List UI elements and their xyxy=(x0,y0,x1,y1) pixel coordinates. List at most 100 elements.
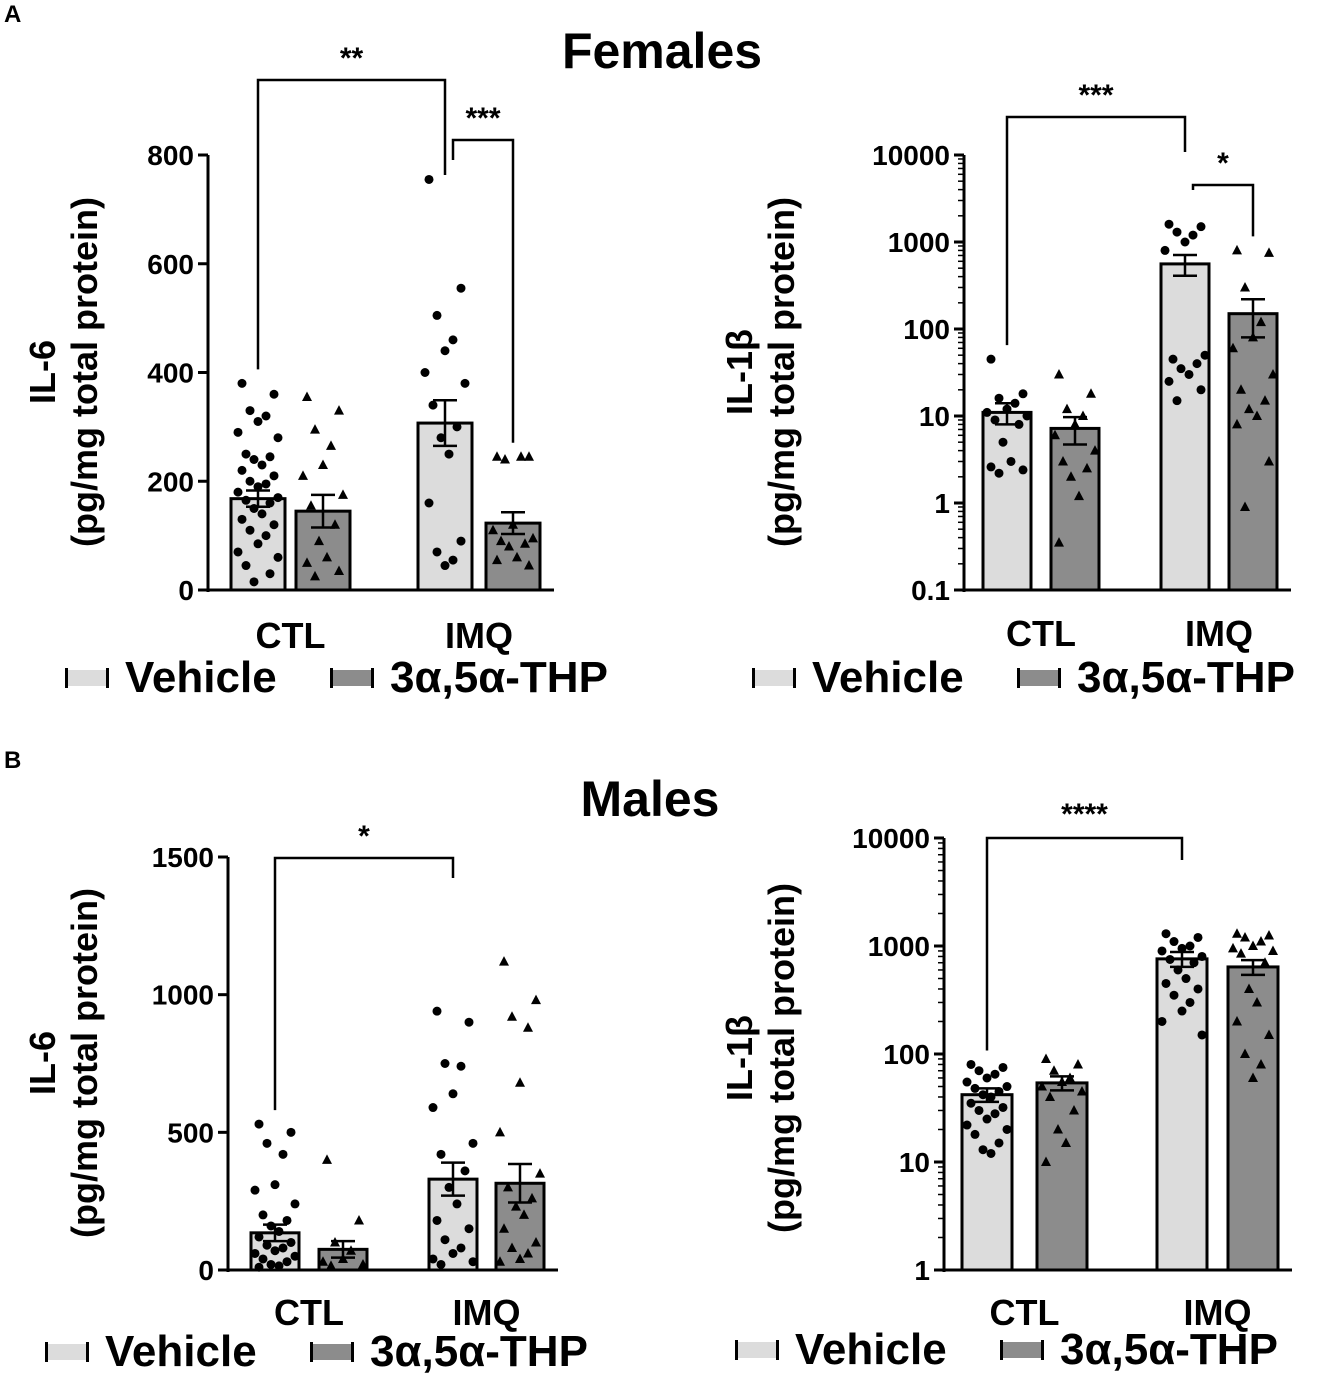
legend-swatch xyxy=(45,1344,89,1360)
data-point xyxy=(966,1059,976,1069)
legend-item-vehicle: Vehicle xyxy=(735,1325,947,1374)
data-point xyxy=(257,509,267,519)
data-point xyxy=(516,451,526,461)
y-axis-label: IL-6(pg/mg total protein) xyxy=(22,888,105,1238)
data-point xyxy=(1193,984,1203,994)
y-axis-label-line1: IL-6 xyxy=(22,1031,63,1095)
data-point xyxy=(302,391,312,401)
data-point xyxy=(456,1061,466,1071)
data-point xyxy=(994,1086,1004,1096)
x-category-label: IMQ xyxy=(1184,1292,1252,1333)
data-point xyxy=(519,1209,529,1219)
data-point xyxy=(511,1201,521,1211)
data-point xyxy=(326,440,336,450)
x-category-label: CTL xyxy=(274,1292,344,1333)
y-tick-label: 100 xyxy=(903,314,950,345)
x-category-label: IMQ xyxy=(453,1292,521,1333)
data-point xyxy=(436,433,446,443)
data-point xyxy=(1232,244,1242,255)
data-point xyxy=(1054,368,1064,379)
legend-swatch xyxy=(310,1344,354,1360)
data-point xyxy=(1066,471,1076,481)
data-point xyxy=(994,1138,1004,1148)
data-point xyxy=(527,1192,537,1203)
data-point xyxy=(962,1077,972,1087)
data-point xyxy=(1236,384,1246,394)
data-point xyxy=(1188,230,1198,240)
y-axis-label: IL-1β(pg/mg total protein) xyxy=(719,883,802,1233)
significance-label: * xyxy=(358,820,370,853)
bar-vehicle-imq xyxy=(1155,957,1209,1272)
y-tick-label: 500 xyxy=(167,1117,214,1148)
data-point xyxy=(241,561,251,571)
y-axis-label-line2: (pg/mg total protein) xyxy=(64,888,105,1238)
y-tick-label: 1000 xyxy=(888,227,950,258)
data-point xyxy=(1268,368,1278,379)
y-tick-label: 1 xyxy=(914,1255,930,1286)
data-point xyxy=(1069,1104,1079,1115)
data-point xyxy=(1240,1048,1250,1058)
data-point xyxy=(1050,429,1060,440)
data-point xyxy=(1260,957,1270,967)
data-point xyxy=(440,1059,450,1068)
data-point xyxy=(1252,410,1262,420)
data-point xyxy=(982,1114,992,1124)
data-point xyxy=(1014,419,1024,429)
data-point xyxy=(265,569,275,579)
data-point xyxy=(249,455,259,464)
y-tick-label: 1500 xyxy=(152,842,214,873)
data-point xyxy=(1041,1053,1051,1063)
data-point xyxy=(269,389,279,399)
y-tick-label: 200 xyxy=(147,466,194,497)
data-point xyxy=(1157,946,1167,956)
data-point xyxy=(1256,1058,1266,1069)
significance-bracket xyxy=(256,78,447,370)
legend-item-vehicle: Vehicle xyxy=(65,653,277,702)
data-point xyxy=(278,1243,288,1253)
data-point xyxy=(274,1261,284,1271)
legend-label: Vehicle xyxy=(795,1325,947,1374)
data-point xyxy=(254,1119,264,1129)
data-point xyxy=(978,1145,988,1155)
data-point xyxy=(282,1215,292,1225)
data-point xyxy=(1228,342,1238,353)
data-point xyxy=(528,532,538,543)
data-point xyxy=(298,470,308,480)
data-point xyxy=(452,1199,462,1209)
data-point xyxy=(254,1232,264,1242)
data-point xyxy=(1045,1091,1055,1101)
data-point xyxy=(523,1247,533,1258)
data-point xyxy=(504,541,514,551)
panel-letter-a: A xyxy=(4,1,21,28)
y-tick-label: 0 xyxy=(198,1255,214,1286)
data-point xyxy=(1240,501,1250,511)
legend-item-thp: 3α,5α-THP xyxy=(1017,653,1295,702)
data-point xyxy=(448,1248,458,1258)
data-point xyxy=(428,1254,438,1264)
data-point xyxy=(531,1236,541,1247)
data-point xyxy=(1180,237,1190,247)
data-point xyxy=(994,468,1004,478)
legend-item-thp: 3α,5α-THP xyxy=(310,1327,588,1376)
data-point xyxy=(974,1066,984,1076)
panel-letter-b: B xyxy=(4,747,21,774)
data-point xyxy=(1248,940,1258,950)
data-point xyxy=(1185,997,1195,1007)
data-point xyxy=(326,1260,336,1270)
data-point xyxy=(990,1069,1000,1079)
data-point xyxy=(1240,281,1250,292)
data-point xyxy=(982,407,992,417)
data-point xyxy=(986,1148,996,1158)
data-point xyxy=(249,503,259,513)
data-point xyxy=(488,524,498,535)
data-point xyxy=(456,536,466,546)
data-point xyxy=(998,1102,1008,1112)
data-point xyxy=(1184,369,1194,379)
data-point xyxy=(432,1215,442,1225)
data-point xyxy=(290,1251,300,1261)
data-point xyxy=(1264,455,1274,466)
y-axis-label-line1: IL-6 xyxy=(22,340,63,404)
data-point xyxy=(318,1256,328,1266)
legend-label: 3α,5α-THP xyxy=(1077,653,1295,702)
data-point xyxy=(266,1221,276,1231)
